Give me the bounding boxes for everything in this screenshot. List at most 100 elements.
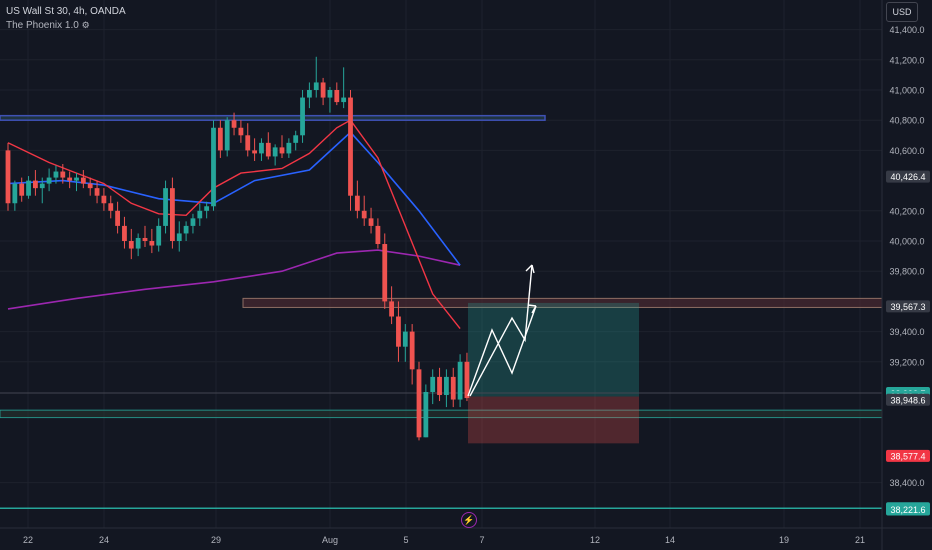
candle-body (176, 233, 182, 241)
candle-body (87, 183, 93, 189)
price-tick-label: 41,200.0 (889, 55, 924, 65)
trade-target-zone (468, 302, 639, 397)
price-tick-label: 38,400.0 (889, 478, 924, 488)
price-tick-label: 40,000.0 (889, 237, 924, 247)
candle-body (361, 210, 367, 219)
candle-body (224, 120, 230, 151)
price-tick-label: 41,400.0 (889, 25, 924, 35)
candle-body (368, 218, 374, 226)
candle-body (115, 210, 120, 226)
candle-body (375, 225, 381, 245)
candle-body (183, 225, 189, 234)
candle-body (67, 177, 73, 181)
candle-body (39, 183, 45, 189)
price-tick-label: 40,800.0 (889, 116, 924, 126)
price-label-text: 39,567.3 (890, 302, 925, 312)
time-tick-label: 12 (590, 535, 600, 545)
candle-body (320, 82, 326, 98)
price-label-box (886, 503, 930, 516)
candle-body (156, 225, 162, 246)
candle-body (53, 171, 59, 178)
candle-body (437, 376, 442, 396)
candle-body (416, 369, 422, 438)
candle-body (46, 177, 52, 184)
candle-body (423, 392, 429, 438)
candle-body (348, 97, 353, 196)
candle-body (444, 376, 449, 396)
candle-body (101, 195, 107, 204)
candle-body (313, 82, 319, 90)
candle-body (122, 225, 127, 241)
currency-button[interactable]: USD (886, 2, 918, 22)
candle-body (204, 206, 210, 211)
candle-body (26, 180, 31, 196)
candle-body (286, 142, 292, 154)
flash-icon[interactable]: ⚡ (461, 512, 477, 528)
indicator-title: The Phoenix 1.0 ⚙ (6, 20, 90, 31)
candle-body (190, 218, 196, 226)
candle-body (94, 188, 100, 196)
candle-body (382, 244, 388, 302)
time-tick-label: 7 (479, 535, 484, 545)
candle-body (300, 97, 305, 136)
candle-body (5, 150, 11, 204)
candle-body (33, 180, 38, 189)
price-label-box (886, 393, 930, 406)
ema-fast-line (7, 119, 461, 330)
indicator-name: The Phoenix 1.0 (6, 20, 79, 31)
candle-body (341, 97, 347, 103)
time-tick-label: 29 (211, 535, 221, 545)
symbol-title: US Wall St 30, 4h, OANDA (6, 6, 126, 17)
candle-body (74, 177, 79, 181)
candle-body (19, 183, 25, 196)
candle-body (457, 361, 463, 400)
candle-body (450, 376, 456, 400)
time-tick-label: 5 (403, 535, 408, 545)
time-tick-label: 22 (23, 535, 33, 545)
price-label-box (886, 170, 930, 183)
candle-body (279, 147, 285, 154)
candle-body (396, 316, 401, 347)
candle-body (163, 188, 168, 226)
price-tick-label: 41,000.0 (889, 86, 924, 96)
candle-body (231, 120, 237, 128)
ema-slow-line (7, 249, 461, 310)
price-tick-label: 40,200.0 (889, 206, 924, 216)
time-tick-label: 19 (779, 535, 789, 545)
candle-body (327, 90, 333, 98)
time-tick-label: 14 (665, 535, 675, 545)
price-tick-label: 39,400.0 (889, 327, 924, 337)
candle-body (170, 188, 175, 241)
settings-icon[interactable]: ⚙ (81, 20, 90, 30)
price-label-text: 38,577.4 (890, 451, 925, 461)
projection-path-upper (469, 264, 533, 397)
candle-body (108, 203, 114, 211)
candle-body (334, 90, 340, 103)
price-label-text: 40,426.4 (890, 172, 925, 182)
candle-body (135, 237, 141, 249)
candle-body (409, 331, 415, 370)
candle-body (354, 195, 360, 211)
price-label-box (886, 449, 930, 462)
candle-body (464, 361, 470, 399)
time-tick-label: 24 (99, 535, 109, 545)
candle-body (142, 237, 148, 241)
candle-body (307, 90, 312, 98)
candle-body (430, 376, 436, 392)
candle-body (238, 127, 244, 136)
candle-body (197, 210, 203, 219)
projection-arrowhead-upper (525, 264, 535, 274)
price-tick-label: 40,600.0 (889, 146, 924, 156)
candle-body (252, 150, 257, 154)
resistance-zone-upper (0, 114, 546, 121)
price-label-text: 38,948.6 (890, 395, 925, 405)
candle-body (293, 135, 299, 143)
price-label-text: 38,221.6 (890, 505, 925, 515)
projection-arrowhead-lower (527, 304, 537, 314)
price-tick-label: 39,800.0 (889, 267, 924, 277)
candle-body (149, 241, 155, 246)
time-tick-label: Aug (322, 535, 338, 545)
price-tick-label: 39,200.0 (889, 357, 924, 367)
support-zone (0, 409, 883, 419)
